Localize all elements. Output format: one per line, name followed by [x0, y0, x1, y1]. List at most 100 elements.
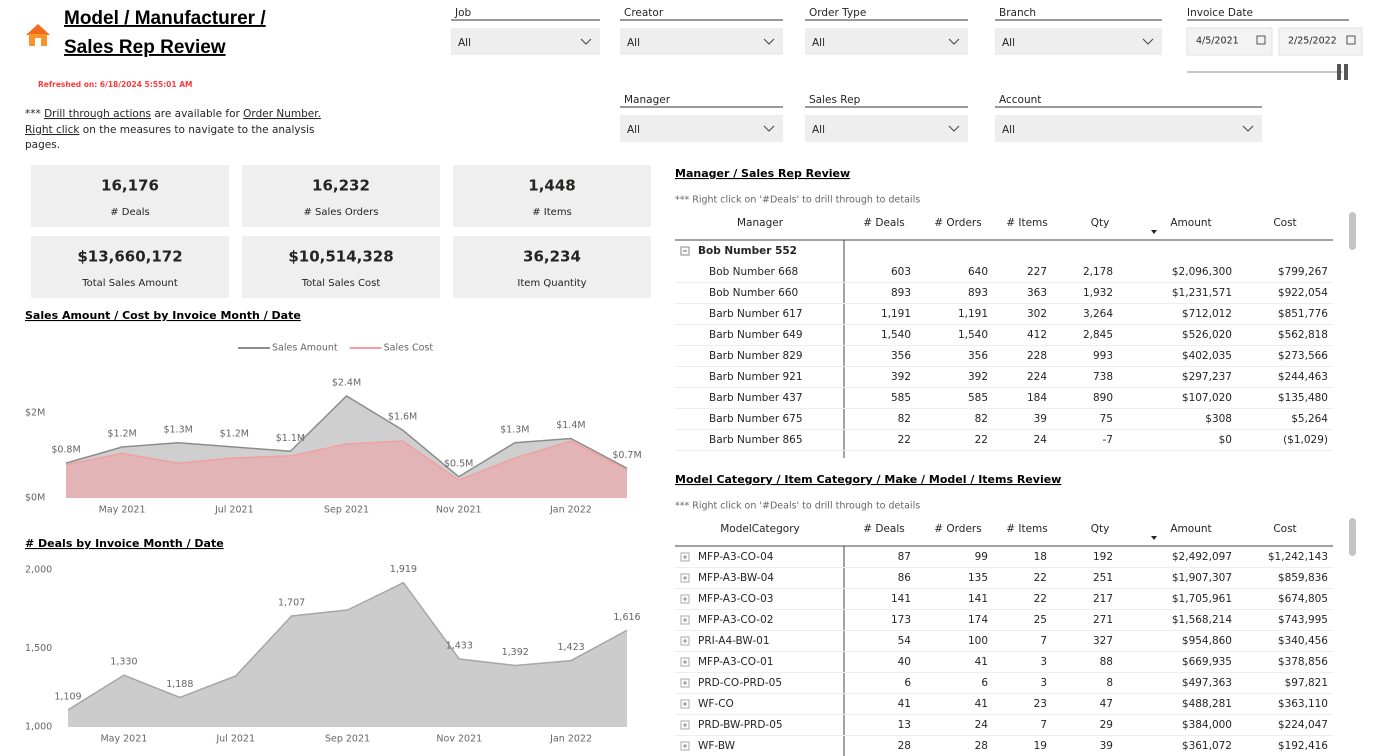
expand-icon[interactable]	[680, 720, 690, 730]
cell: 224	[1027, 371, 1047, 383]
cell: $2,096,300	[1172, 266, 1232, 278]
data-label: $2.4M	[332, 378, 361, 389]
table-title: Manager / Sales Rep Review	[675, 167, 850, 180]
note-part: are available for	[154, 108, 240, 120]
cell: 412	[1027, 329, 1047, 341]
note: Right click on the measures to navigate …	[25, 124, 314, 136]
kpi-label: # Items	[532, 207, 572, 218]
filter-dropdown[interactable]	[805, 28, 968, 55]
expand-icon[interactable]	[680, 246, 690, 256]
cell: 184	[1027, 392, 1047, 404]
column-header[interactable]: # Orders	[934, 217, 981, 229]
column-header[interactable]: # Items	[1006, 523, 1048, 535]
cell: 1,540	[958, 329, 988, 341]
chevron	[580, 38, 592, 45]
sort-indicator	[1151, 536, 1157, 540]
cell: 82	[975, 413, 988, 425]
cell[interactable]: 41	[898, 698, 911, 710]
cell: 75	[1100, 413, 1113, 425]
home-icon[interactable]	[26, 24, 50, 46]
cell: $851,776	[1278, 308, 1328, 320]
filter-dropdown[interactable]	[805, 115, 968, 142]
date-value: 2/25/2022	[1288, 36, 1337, 47]
cell[interactable]: 87	[898, 551, 911, 563]
cell: $1,242,143	[1268, 551, 1328, 563]
cell: $1,705,961	[1172, 593, 1232, 605]
cell: 28	[975, 740, 988, 752]
column-header[interactable]: # Deals	[863, 217, 905, 229]
cell[interactable]: 1,540	[881, 329, 911, 341]
expand-icon[interactable]	[680, 573, 690, 583]
filter-dropdown[interactable]	[995, 115, 1262, 142]
cell: $402,035	[1182, 350, 1232, 362]
cell[interactable]: 6	[904, 677, 911, 689]
expand-icon[interactable]	[680, 594, 690, 604]
cell: ($1,029)	[1283, 434, 1328, 446]
row-label: MFP-A3-CO-04	[698, 551, 774, 563]
cell[interactable]: 141	[891, 593, 911, 605]
filter-dropdown[interactable]	[995, 28, 1162, 55]
cell[interactable]: 86	[898, 572, 912, 584]
column-header[interactable]: # Orders	[934, 523, 981, 535]
column-header[interactable]: Amount	[1170, 217, 1211, 229]
expand-icon[interactable]	[680, 552, 690, 562]
date-input[interactable]	[1278, 27, 1363, 56]
column-header[interactable]: Qty	[1091, 217, 1110, 229]
slider-handle[interactable]	[1337, 64, 1341, 80]
cell[interactable]: 585	[891, 392, 911, 404]
table-note: *** Right click on '#Deals' to drill thr…	[675, 501, 920, 512]
column-header[interactable]: Amount	[1170, 523, 1211, 535]
expand-icon[interactable]	[680, 657, 690, 667]
column-header[interactable]: ModelCategory	[720, 523, 800, 535]
cell[interactable]: 13	[898, 719, 911, 731]
cell[interactable]: 392	[891, 371, 911, 383]
expand-icon[interactable]	[680, 678, 690, 688]
column-header[interactable]: # Deals	[863, 523, 905, 535]
cell: 22	[975, 434, 988, 446]
x-tick-label: Jul 2021	[214, 505, 254, 516]
cell: $1,231,571	[1172, 287, 1232, 299]
kpi-value: 16,176	[101, 177, 159, 195]
slider-handle[interactable]	[1344, 64, 1348, 80]
data-label: $1.1M	[276, 433, 305, 444]
column-header[interactable]: Qty	[1091, 523, 1110, 535]
filter-dropdown[interactable]	[451, 28, 600, 55]
column-header[interactable]: # Items	[1006, 217, 1048, 229]
cell[interactable]: 603	[891, 266, 911, 278]
note-part: ***	[25, 108, 41, 120]
data-label: 1,433	[446, 641, 473, 652]
column-header[interactable]: Cost	[1273, 523, 1296, 535]
cell[interactable]: 173	[891, 614, 911, 626]
cell: -7	[1103, 434, 1113, 446]
expand-icon[interactable]	[680, 636, 690, 646]
expand-icon[interactable]	[680, 741, 690, 751]
note: *** Drill through actions are available …	[25, 108, 321, 120]
cell[interactable]: 40	[898, 656, 911, 668]
expand-icon-plus	[683, 618, 687, 622]
cell[interactable]: 893	[891, 287, 911, 299]
date-input[interactable]	[1186, 27, 1273, 56]
expand-icon[interactable]	[680, 615, 690, 625]
filter-dropdown[interactable]	[620, 115, 783, 142]
cell[interactable]: 82	[898, 413, 911, 425]
expand-icon[interactable]	[680, 699, 690, 709]
row-label: PRD-BW-PRD-05	[698, 719, 783, 731]
column-header[interactable]: Manager	[737, 217, 784, 229]
chevron	[763, 125, 775, 132]
filter-dropdown[interactable]	[620, 28, 783, 55]
scrollbar[interactable]	[1349, 212, 1356, 250]
cell[interactable]: 28	[898, 740, 911, 752]
filter-value: All	[812, 124, 825, 136]
column-header[interactable]: Cost	[1273, 217, 1296, 229]
cell[interactable]: 22	[898, 434, 911, 446]
chevron	[763, 38, 775, 45]
cell: 2,178	[1083, 266, 1113, 278]
cell: 1,191	[958, 308, 988, 320]
cell: $743,995	[1278, 614, 1328, 626]
scrollbar[interactable]	[1349, 518, 1356, 556]
cell[interactable]: 356	[891, 350, 911, 362]
kpi-label: Total Sales Amount	[81, 278, 178, 289]
cell[interactable]: 54	[898, 635, 912, 647]
cell[interactable]: 1,191	[881, 308, 911, 320]
cell: $674,805	[1278, 593, 1328, 605]
